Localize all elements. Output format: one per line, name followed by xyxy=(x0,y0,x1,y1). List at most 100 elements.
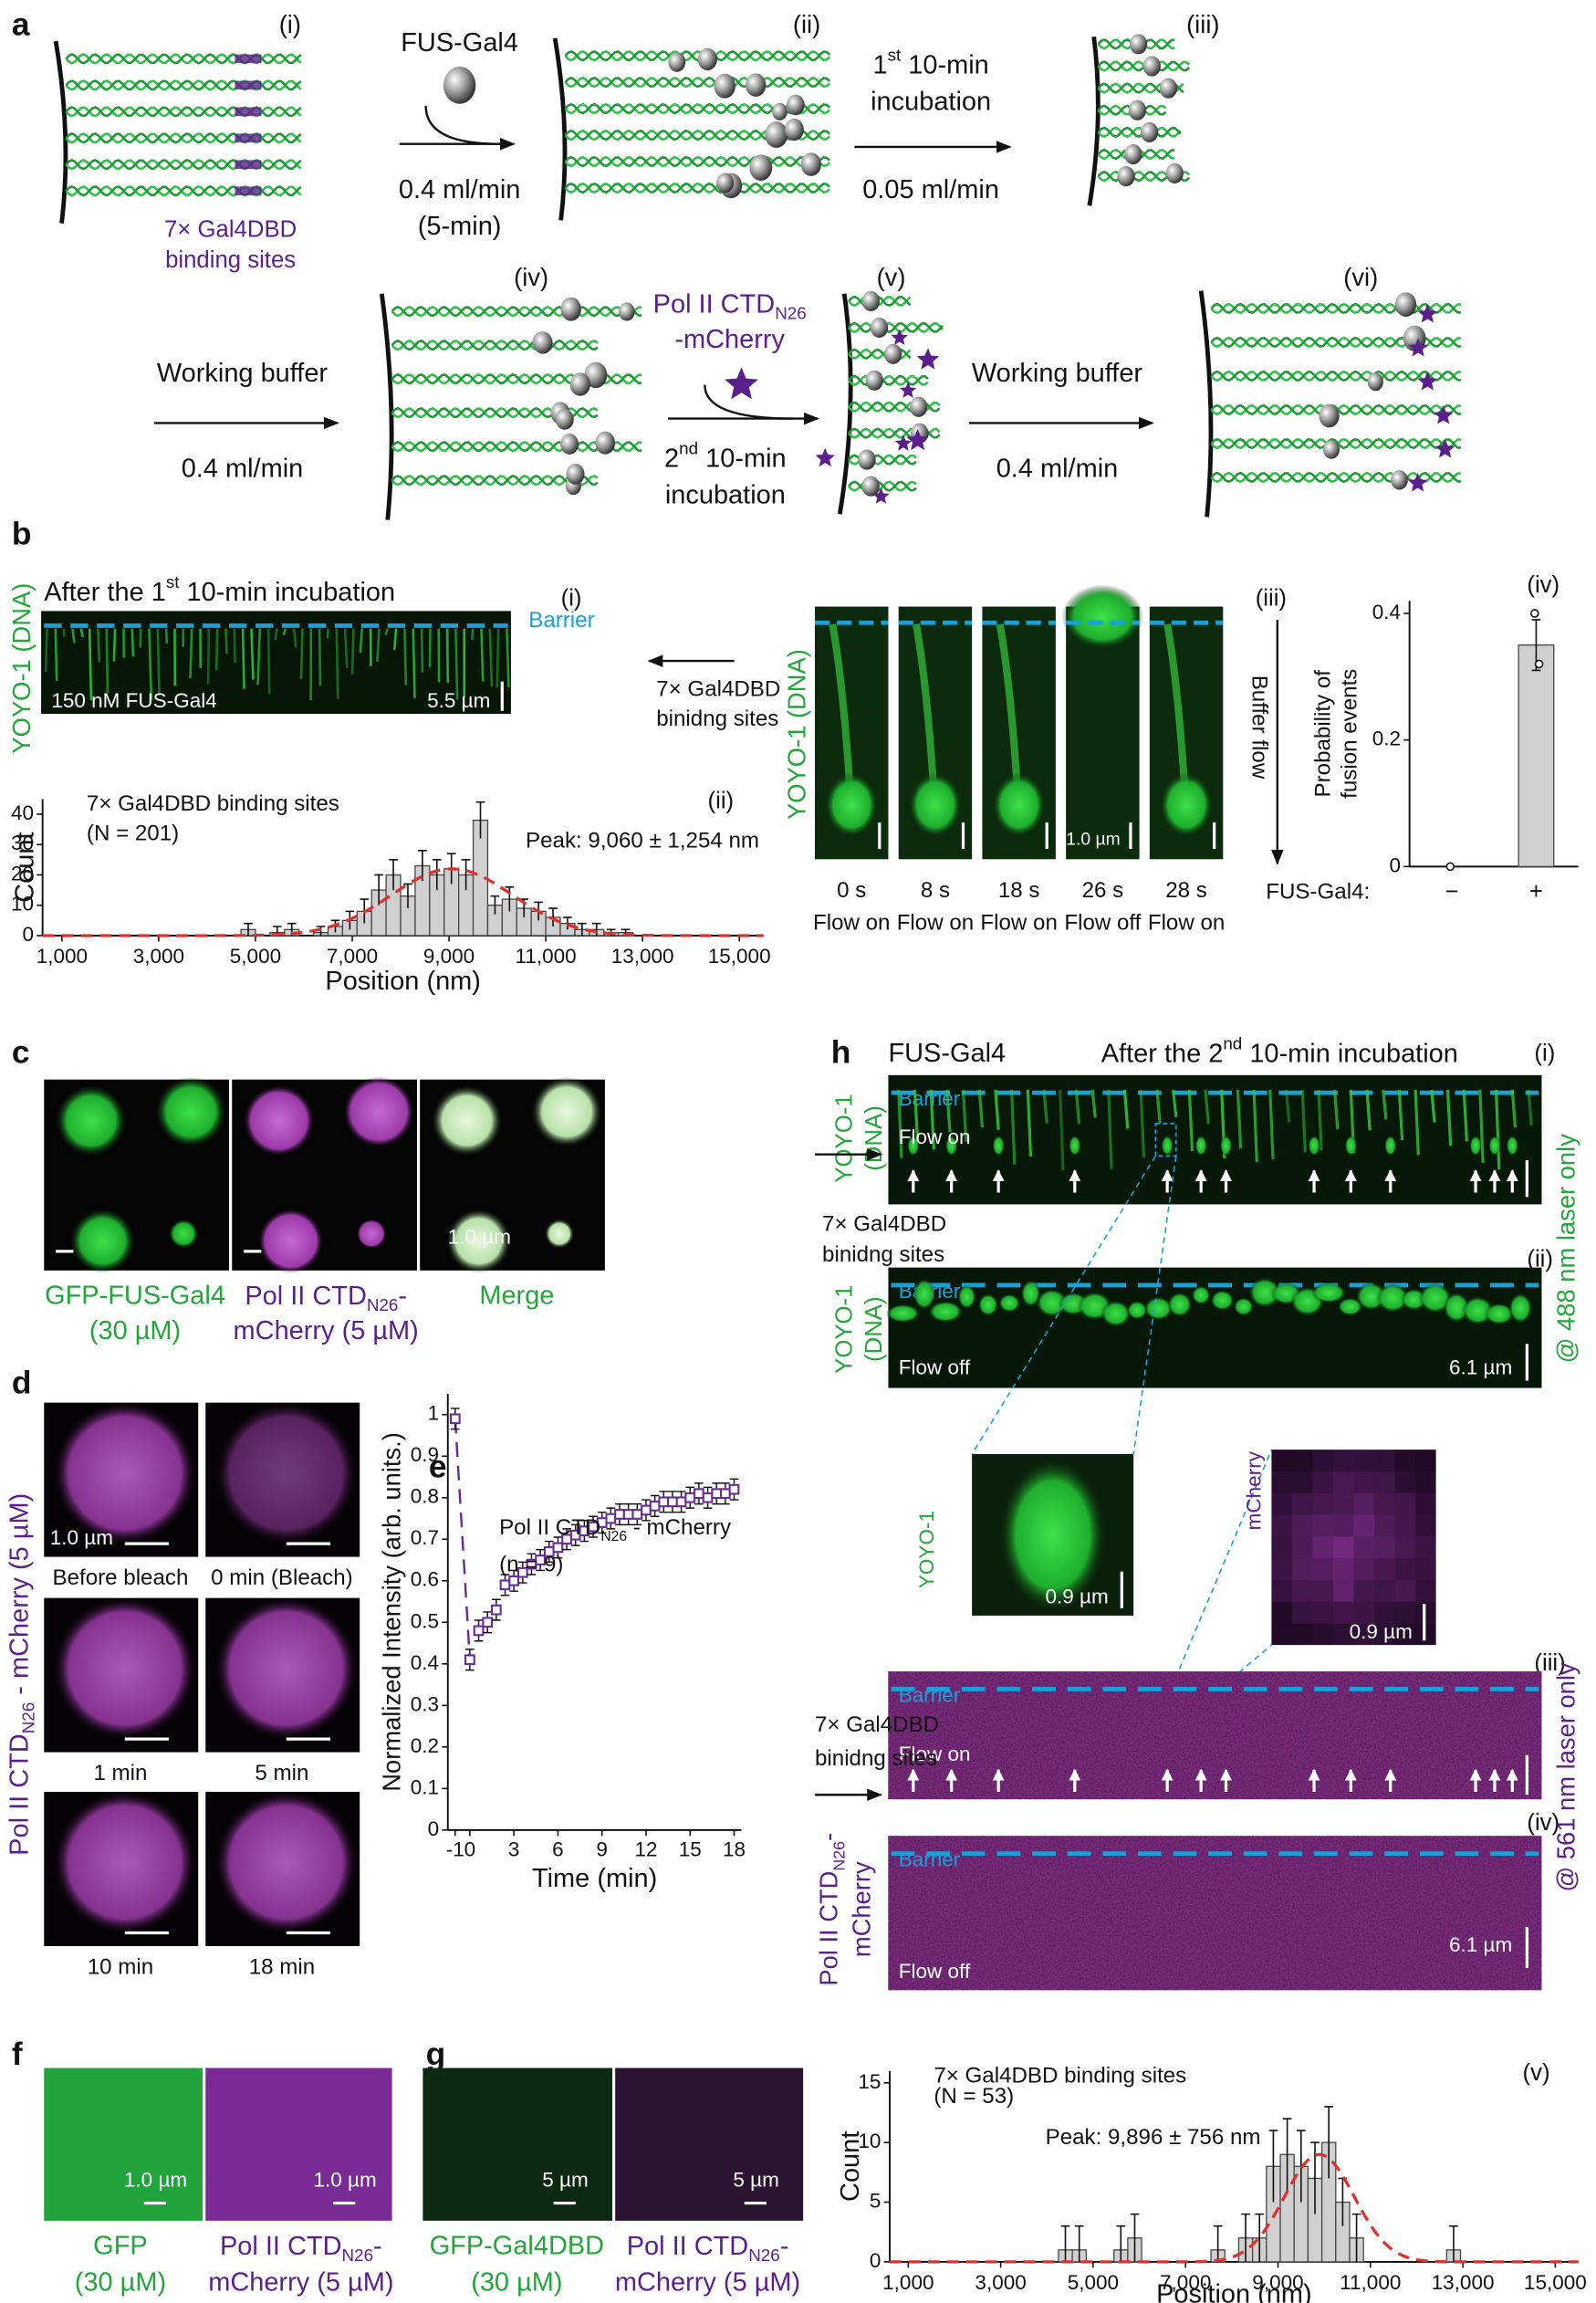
droplet xyxy=(343,1076,414,1147)
dna-streak xyxy=(1494,1089,1501,1170)
dna-streak xyxy=(961,1089,968,1142)
star xyxy=(1434,439,1455,458)
pixel xyxy=(1394,1492,1416,1515)
label: mCherry xyxy=(847,1861,875,1957)
dna-streak xyxy=(445,628,450,683)
pixel xyxy=(1353,1514,1375,1537)
label: Flow off xyxy=(899,1960,971,1983)
label: 1.0 µm xyxy=(313,2168,376,2191)
panel-letter: h xyxy=(831,1035,851,1071)
label: Working buffer xyxy=(157,359,329,388)
data-point xyxy=(464,1654,475,1666)
dna-streak xyxy=(105,628,110,694)
label: Pol II CTDN26- xyxy=(815,1833,848,1986)
dna-streak xyxy=(79,628,84,638)
star xyxy=(894,434,913,451)
droplet xyxy=(977,1293,998,1316)
pixel xyxy=(1271,1492,1292,1515)
label: 1st 10-min xyxy=(872,46,988,79)
pixel xyxy=(1291,1536,1313,1559)
label: 0.9 µm xyxy=(1046,1586,1109,1608)
pixel xyxy=(1374,1514,1395,1537)
data-point xyxy=(473,1625,485,1637)
label-part: 2 xyxy=(664,444,679,473)
dna-strand xyxy=(65,159,302,171)
dna-strand xyxy=(564,76,830,89)
flow-curve xyxy=(424,105,500,145)
protein-sphere xyxy=(555,408,574,430)
label: Peak: 9,896 ± 756 nm xyxy=(1046,2125,1261,2150)
zoom-box xyxy=(1154,1123,1177,1157)
pixel xyxy=(1374,1580,1395,1602)
droplet xyxy=(928,1301,964,1323)
label: 0.4 ml/min xyxy=(399,175,521,204)
fit-curve xyxy=(890,2152,1579,2264)
protein-sphere xyxy=(749,154,773,181)
label: (30 µM) xyxy=(89,1316,181,1345)
data-point xyxy=(658,1496,670,1508)
data-point xyxy=(711,1488,723,1500)
protein-sphere xyxy=(618,302,635,321)
label: Peak: 9,060 ± 1,254 nm xyxy=(526,828,759,853)
x-tick-label: + xyxy=(1529,879,1543,905)
y-tick-label: 0.6 xyxy=(411,1568,439,1591)
droplet xyxy=(1160,772,1214,838)
label-part: - xyxy=(815,1833,843,1841)
dna-strand xyxy=(65,184,302,197)
label: Pol II CTDN26 - mCherry (5 µM) xyxy=(5,1493,38,1856)
zoom-line xyxy=(1154,1449,1273,1726)
pixel xyxy=(1415,1558,1436,1581)
pixel xyxy=(1394,1623,1416,1646)
dna-streak xyxy=(1445,1089,1453,1146)
pixel xyxy=(1332,1580,1354,1602)
droplet xyxy=(1376,1282,1410,1314)
label-part: Pol II CTD xyxy=(815,1871,843,1986)
dna-streak xyxy=(403,628,408,686)
label-part: N26 xyxy=(19,1702,38,1734)
droplet xyxy=(1126,1301,1148,1320)
dna-streak xyxy=(929,1089,935,1150)
pixel xyxy=(1312,1623,1333,1646)
droplet xyxy=(258,1209,323,1274)
droplet xyxy=(1210,1290,1235,1311)
droplet xyxy=(907,1135,920,1157)
droplet xyxy=(825,772,879,838)
dna-streak xyxy=(913,1089,920,1143)
star xyxy=(725,367,758,400)
label: 26 s xyxy=(1082,878,1124,903)
droplet xyxy=(1069,1135,1081,1157)
data-point xyxy=(728,1483,740,1495)
tether xyxy=(837,293,853,515)
dna-streak xyxy=(1042,1089,1048,1124)
dna-streak xyxy=(1300,1089,1308,1153)
label: incubation xyxy=(665,481,786,510)
pixel xyxy=(1353,1492,1375,1515)
y-tick-label: 15 xyxy=(858,2070,881,2093)
pixel xyxy=(1332,1450,1354,1471)
label: 5 min xyxy=(255,1761,308,1785)
y-tick-label: 0.1 xyxy=(411,1775,439,1798)
y-tick-label: 40 xyxy=(11,801,34,824)
pixel xyxy=(1291,1471,1313,1493)
step-label: (iii) xyxy=(1186,10,1219,38)
label-part: N26 xyxy=(829,1841,848,1871)
dna-streak xyxy=(44,628,48,673)
protein-sphere xyxy=(784,118,804,141)
label: incubation xyxy=(871,87,991,116)
label: Position (nm) xyxy=(325,967,481,996)
pixel xyxy=(1291,1623,1313,1646)
label: (DNA) xyxy=(861,1105,887,1170)
dna-streak xyxy=(1332,1089,1340,1130)
x-tick-label: 11,000 xyxy=(1340,2271,1401,2294)
protein-sphere xyxy=(787,94,805,116)
label: Probability of xyxy=(1311,670,1336,798)
x-tick-label: 3,000 xyxy=(133,945,184,968)
star xyxy=(872,487,890,504)
y-tick-label: 0 xyxy=(428,1817,440,1840)
label: Flow on xyxy=(980,910,1057,935)
droplet xyxy=(432,1085,503,1157)
pixel xyxy=(1332,1514,1354,1537)
pixel xyxy=(1353,1558,1375,1581)
micrograph xyxy=(422,2067,612,2221)
protein-sphere xyxy=(1391,470,1408,490)
